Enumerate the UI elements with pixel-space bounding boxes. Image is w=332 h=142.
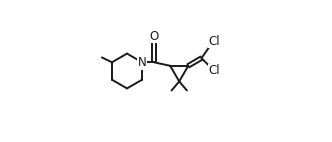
Text: N: N: [138, 56, 146, 69]
Text: O: O: [149, 30, 159, 43]
Text: Cl: Cl: [208, 35, 220, 48]
Text: Cl: Cl: [208, 64, 220, 77]
